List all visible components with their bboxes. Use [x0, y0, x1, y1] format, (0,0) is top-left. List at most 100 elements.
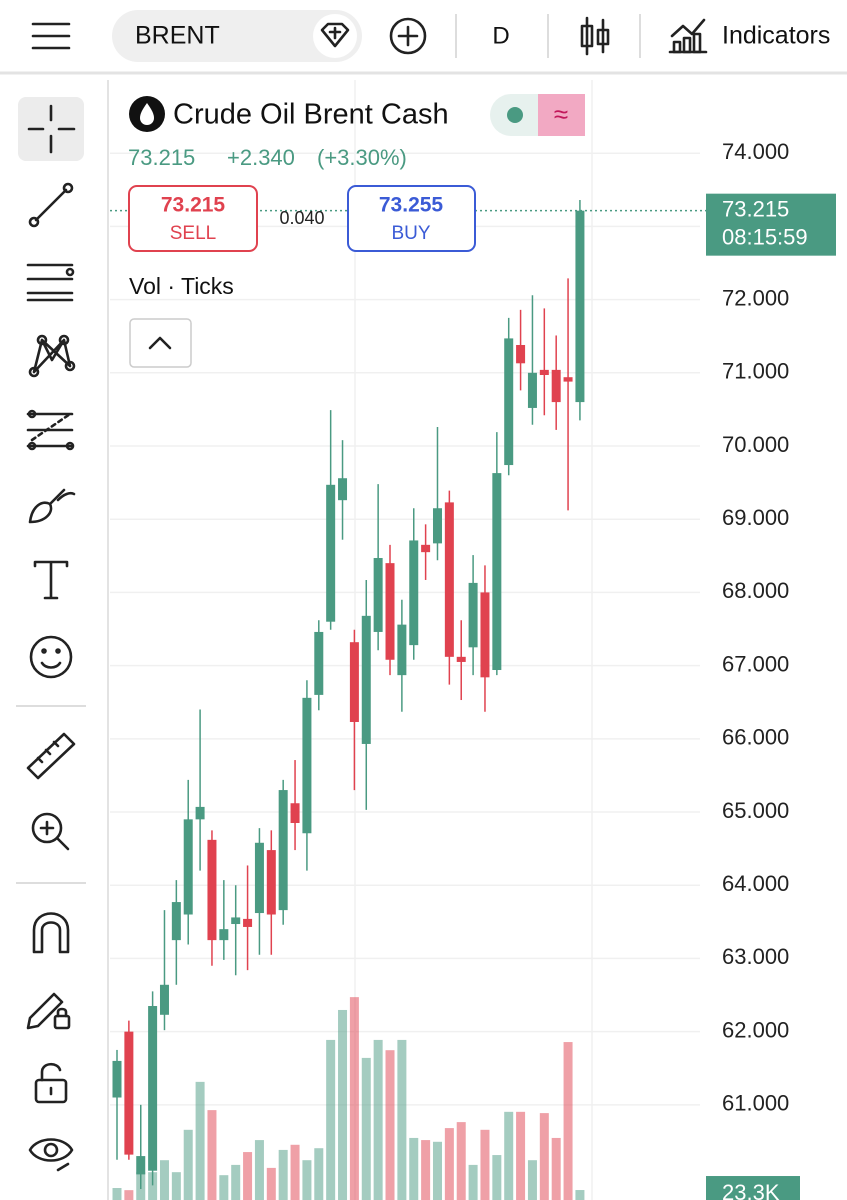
volume-bar	[456, 1122, 466, 1200]
top-toolbar: BRENT D Indicators	[0, 10, 847, 75]
lock-tool[interactable]	[34, 1062, 68, 1104]
candle-body	[231, 917, 241, 925]
text-tool[interactable]	[33, 560, 69, 600]
volume-bar	[492, 1155, 502, 1200]
ruler-tool[interactable]	[26, 732, 76, 780]
volume-bar	[516, 1111, 526, 1200]
volume-bar	[480, 1129, 490, 1200]
candle-body	[171, 902, 181, 941]
volume-bar	[527, 1160, 537, 1200]
candle-body	[444, 502, 454, 657]
volume-bar	[421, 1140, 431, 1200]
forecast-tool[interactable]	[26, 409, 75, 451]
brush-tool[interactable]	[28, 488, 76, 524]
volume-bar	[243, 1152, 253, 1200]
volume-bar	[409, 1137, 419, 1200]
collapse-button[interactable]	[129, 318, 192, 368]
last-price: 73.215	[128, 145, 195, 170]
candle-body	[159, 984, 169, 1015]
y-tick-label: 66.000	[722, 725, 789, 750]
fib-tool[interactable]	[26, 263, 75, 302]
candle-body	[527, 372, 537, 408]
candle-body	[290, 803, 300, 824]
volume-bar	[551, 1137, 561, 1200]
menu-button[interactable]	[31, 22, 71, 50]
chart-title: Crude Oil Brent Cash	[173, 99, 449, 131]
sell-button[interactable]	[128, 185, 258, 252]
candle-body	[516, 344, 526, 364]
candle-body	[183, 819, 193, 915]
symbol[interactable]: BRENT	[135, 22, 220, 50]
candle-body	[468, 582, 478, 648]
candle-body	[207, 839, 217, 941]
volume-bar	[159, 1160, 169, 1200]
symbol-pill[interactable]	[112, 10, 362, 62]
y-tick-label: 65.000	[722, 798, 789, 823]
left-toolbar	[16, 97, 86, 1172]
bar-countdown: 08:15:59	[722, 224, 808, 249]
volume-bar	[397, 1039, 407, 1200]
buy-price[interactable]: 73.255	[379, 194, 444, 217]
sell-price[interactable]: 73.215	[161, 194, 226, 217]
volume-bar	[385, 1050, 395, 1200]
drop-icon	[140, 103, 154, 125]
candle-body	[373, 558, 383, 632]
chart-type[interactable]	[580, 16, 610, 56]
candle-body	[148, 1006, 158, 1171]
trend-line-tool[interactable]	[28, 182, 74, 228]
indicators[interactable]: Indicators	[722, 22, 830, 50]
crosshair-tool[interactable]	[27, 104, 76, 154]
candle-body	[124, 1031, 134, 1155]
buy-button[interactable]	[347, 185, 476, 252]
y-tick-label: 74.000	[722, 139, 789, 164]
interval[interactable]: D	[492, 22, 509, 49]
pattern-tool[interactable]	[28, 334, 76, 378]
volume-bar	[219, 1175, 229, 1200]
sell-label[interactable]: SELL	[170, 223, 216, 244]
candle-body	[539, 369, 549, 376]
buy-label[interactable]: BUY	[391, 223, 430, 244]
chart-header: Crude Oil Brent Cash ≈ 73.215 +2.340 (+3…	[128, 94, 585, 368]
volume-bar	[231, 1164, 241, 1200]
volume-bar	[302, 1160, 312, 1200]
magnet-tool[interactable]	[32, 912, 70, 954]
y-tick-label: 68.000	[722, 578, 789, 603]
spread: 0.040	[279, 208, 324, 228]
zoom-tool[interactable]	[31, 812, 70, 851]
volume-bar	[254, 1140, 264, 1200]
candle-body	[254, 842, 264, 914]
volume-bar	[124, 1190, 134, 1200]
y-tick-label: 64.000	[722, 871, 789, 896]
volume-bar	[539, 1113, 549, 1200]
candle-body	[349, 642, 359, 722]
volume-bar	[278, 1149, 288, 1200]
volume-bar	[468, 1164, 478, 1200]
data-status[interactable]	[538, 94, 585, 136]
candle-body	[385, 563, 395, 660]
candle-body	[480, 592, 490, 678]
emoji-tool[interactable]	[29, 635, 73, 679]
volume-bar	[195, 1081, 205, 1200]
candle-body	[112, 1060, 122, 1098]
add-symbol[interactable]	[389, 17, 427, 55]
volume-label: 23.3K	[722, 1180, 780, 1200]
lock-drawings-tool[interactable]	[26, 992, 71, 1030]
visibility-tool[interactable]	[28, 1138, 74, 1172]
volume-bar	[266, 1167, 276, 1200]
volume-bar	[314, 1148, 324, 1200]
candle-body	[432, 508, 442, 544]
candle-body	[456, 656, 466, 662]
candle-body	[338, 478, 348, 501]
volume-bar	[338, 1009, 348, 1200]
candle-body	[219, 929, 229, 941]
volume-bar	[148, 1172, 158, 1200]
volume-bar	[183, 1129, 193, 1200]
market-open-dot	[507, 107, 523, 123]
volume-bar	[432, 1141, 442, 1200]
volume-bar	[290, 1144, 300, 1200]
y-tick-label: 67.000	[722, 651, 789, 676]
y-tick-label: 70.000	[722, 432, 789, 457]
indicators-icon[interactable]	[668, 18, 708, 54]
last-price-box	[706, 193, 836, 256]
badge-icon[interactable]	[320, 22, 350, 48]
